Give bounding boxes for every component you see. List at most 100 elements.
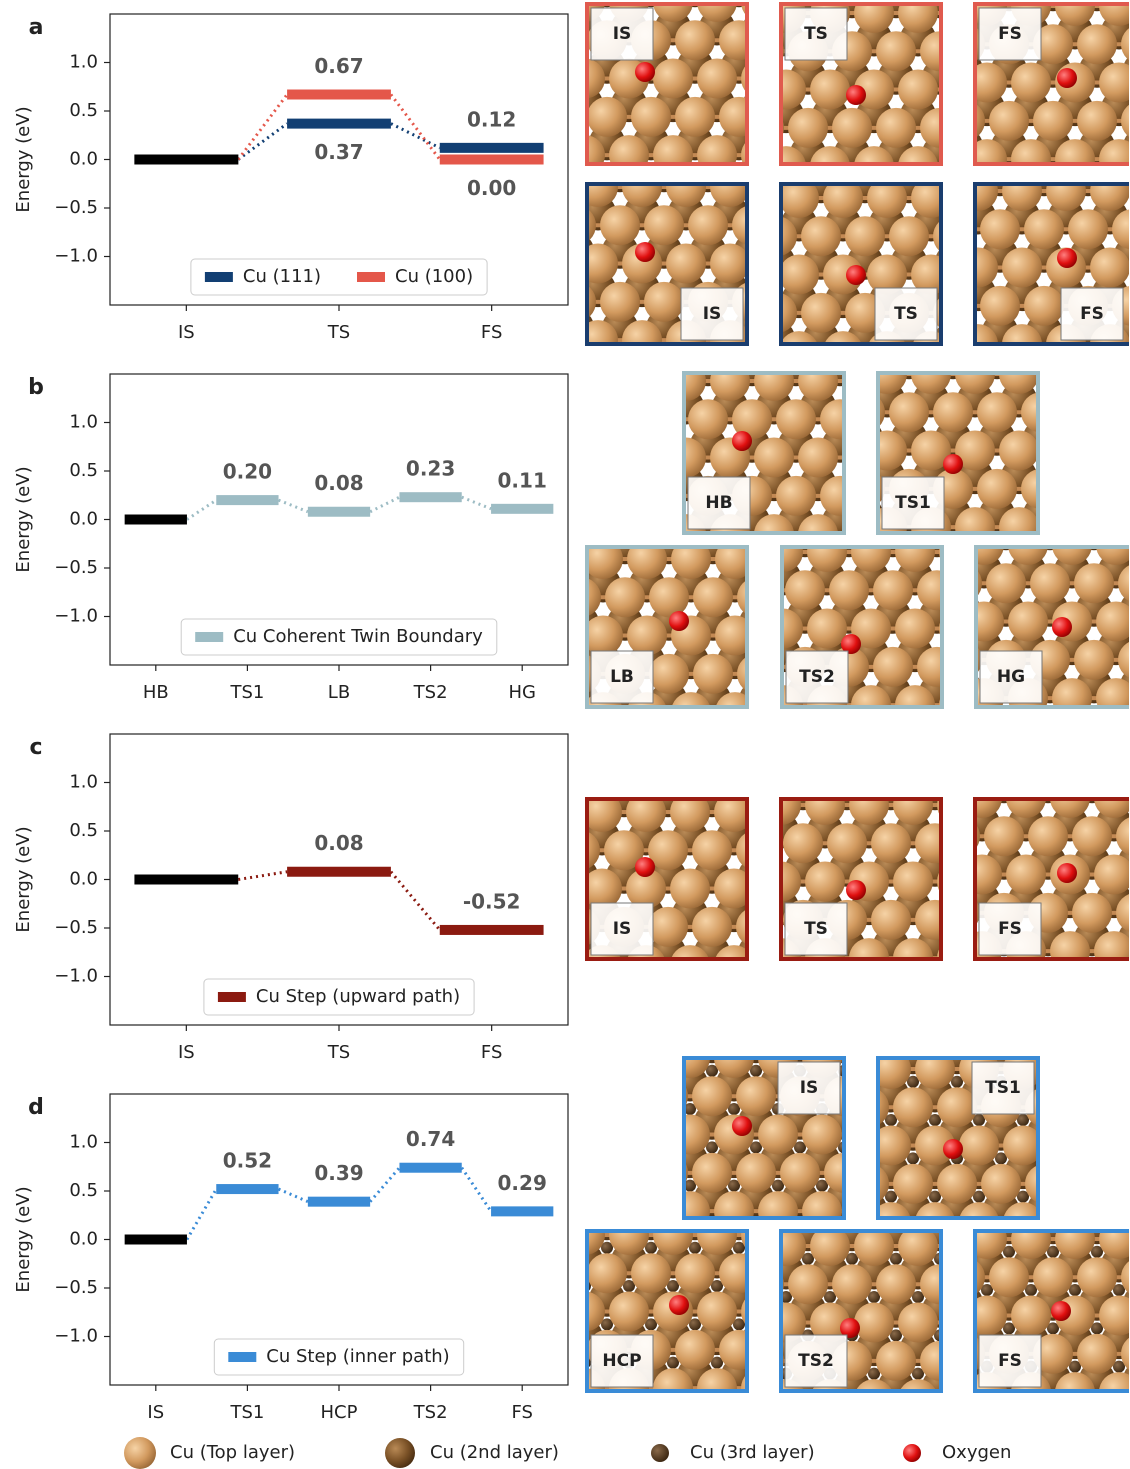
atom-3rd [1047, 1399, 1059, 1411]
panel-label: a [29, 15, 44, 40]
x-tick-label: IS [147, 1402, 164, 1423]
connector [279, 1189, 308, 1202]
level-bar [440, 925, 544, 935]
y-axis-label: Energy (eV) [13, 1186, 34, 1292]
level-bar [308, 1197, 370, 1207]
atom-top [807, 609, 847, 649]
atom-2nd [746, 59, 782, 95]
value-label: 0.23 [406, 457, 455, 481]
bond [541, 1235, 563, 1273]
level-bar [216, 1184, 278, 1194]
atom-3rd [904, 1026, 916, 1038]
atom-3rd [1003, 1399, 1015, 1411]
x-tick-label: IS [178, 1042, 195, 1063]
atom-top [644, 205, 684, 245]
atom-2nd [1067, 496, 1103, 532]
atom-2nd [628, 973, 664, 1009]
bond [752, 149, 774, 187]
atom-legend-marker [903, 1444, 921, 1462]
atom-3rd [860, 1103, 872, 1115]
oxygen [1052, 617, 1072, 637]
atom-top [1077, 24, 1117, 64]
atom-top [788, 1264, 828, 1304]
atom-top [898, 1303, 938, 1343]
x-tick-label: HG [508, 682, 535, 703]
connector [187, 500, 216, 519]
atom-top [849, 1087, 889, 1127]
atom-top [1028, 816, 1068, 856]
bond [607, 0, 629, 2]
structure-label: TS [804, 919, 828, 939]
atom-top [538, 869, 578, 909]
atom-top [744, 1341, 784, 1381]
bond [874, 1399, 896, 1437]
atom-2nd [746, 1368, 782, 1404]
bond [940, 51, 962, 89]
atom-2nd [942, 767, 978, 803]
atom-top [1025, 1011, 1065, 1051]
atom-3rd [863, 1076, 875, 1088]
atom-top [827, 747, 867, 787]
atom-top [851, 532, 891, 572]
connector [187, 1189, 216, 1239]
atom-top [893, 1011, 933, 1051]
atom-3rd [758, 1329, 770, 1341]
atom-2nd [1010, 706, 1046, 742]
atom-2nd [1076, 514, 1112, 550]
atom-top [780, 754, 820, 794]
atom-top [876, 108, 916, 148]
atom-top [521, 59, 561, 99]
atom-top [670, 1191, 710, 1231]
atom-top [578, 244, 618, 284]
bond [1089, 1107, 1111, 1145]
atom-top [653, 59, 693, 99]
atom-top [719, 97, 759, 137]
atom-top [829, 570, 869, 610]
atom-2nd [1071, 1115, 1107, 1151]
y-tick-label: 0.0 [69, 1229, 98, 1250]
atom-top [736, 1000, 776, 1040]
bond [558, 812, 580, 850]
atom-top [757, 216, 797, 256]
bond [691, 712, 713, 750]
bond [563, 1273, 585, 1311]
atom-top [984, 816, 1024, 856]
atom-2nd [646, 503, 682, 539]
bond [1050, 507, 1072, 545]
x-tick-label: FS [511, 1402, 532, 1423]
atom-3rd [1113, 1207, 1125, 1219]
atom-top [779, 255, 819, 295]
atom-2nd [844, 389, 880, 425]
atom-top [893, 862, 933, 902]
atom-3rd [951, 1229, 963, 1241]
atom-top [739, 747, 779, 787]
legend-label: Cu (100) [395, 266, 473, 287]
atom-top [670, 945, 710, 985]
atom-top [1055, 139, 1095, 179]
atom-3rd [662, 1141, 674, 1153]
level-bar [399, 492, 461, 502]
y-tick-label: −0.5 [54, 557, 98, 578]
bond [1066, 344, 1088, 382]
atom-legend-label: Cu (Top layer) [170, 1442, 295, 1463]
level-bar [491, 504, 553, 514]
atom-top [1068, 209, 1108, 249]
value-label: 0.37 [314, 140, 363, 164]
y-tick-label: 0.0 [69, 149, 98, 170]
bond [843, 351, 865, 389]
bond [1063, 374, 1085, 412]
atom-top [876, 1264, 916, 1304]
legend-swatch [195, 632, 223, 642]
atom-top [955, 507, 995, 547]
atom-3rd [645, 1395, 657, 1407]
y-tick-label: −1.0 [54, 606, 98, 627]
atom-2nd [1008, 959, 1044, 995]
bond [755, 275, 777, 313]
bond [734, 965, 756, 1003]
atom-top [937, 1164, 977, 1204]
bond [563, 1350, 585, 1388]
bond [943, 159, 965, 197]
atom-top [832, 108, 872, 148]
atom-top [959, 1126, 999, 1166]
atom-top [666, 167, 706, 207]
